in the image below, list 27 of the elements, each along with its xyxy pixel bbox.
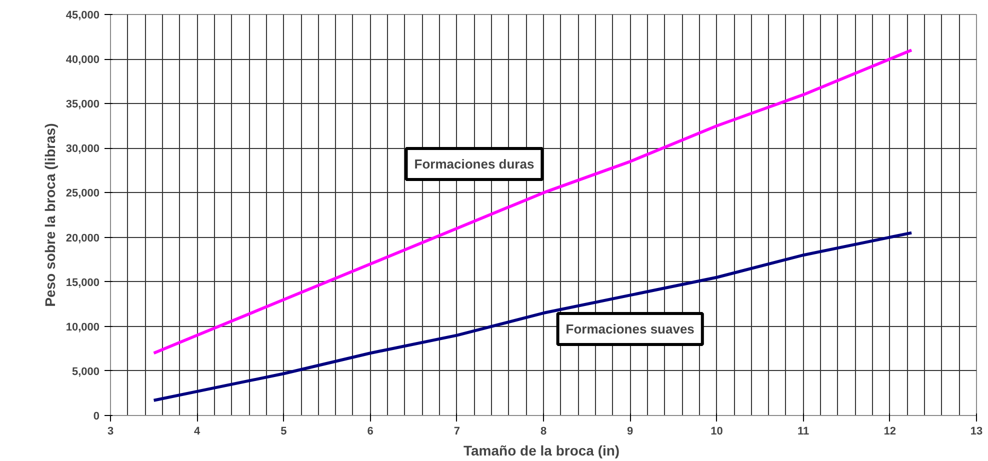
- x-tick-label: 8: [540, 426, 547, 438]
- series-label: Formaciones suaves: [566, 322, 694, 337]
- line-series: [152, 48, 914, 355]
- y-tick-label: 15,000: [66, 276, 100, 289]
- y-tick-label: 30,000: [66, 143, 100, 156]
- x-axis-title: Tamaño de la broca (in): [464, 442, 620, 458]
- x-tick-label: 10: [710, 426, 723, 438]
- x-tick-label: 13: [970, 426, 983, 438]
- y-tick-label: 25,000: [66, 188, 100, 200]
- x-tick-label: 9: [627, 426, 634, 438]
- series-label: Formaciones duras: [414, 156, 534, 172]
- x-tick-label: 11: [797, 426, 810, 438]
- y-tick-label: 20,000: [66, 232, 100, 244]
- y-tick-label: 45,000: [66, 10, 100, 22]
- y-axis-title: Peso sobre la broca (libras): [42, 123, 58, 307]
- y-tick-label: 40,000: [66, 54, 100, 66]
- x-tick-label: 12: [884, 426, 896, 438]
- y-tick-label: 10,000: [66, 321, 100, 334]
- x-tick-label: 3: [107, 426, 114, 438]
- y-tick-label: 0: [93, 410, 100, 422]
- y-tick-label: 5,000: [72, 366, 100, 378]
- x-tick-label: 6: [367, 426, 374, 438]
- line-series: [152, 231, 914, 402]
- x-tick-label: 7: [454, 426, 460, 438]
- x-tick-label: 4: [194, 426, 202, 438]
- y-tick-label: 35,000: [66, 98, 100, 111]
- x-tick-label: 5: [280, 426, 287, 438]
